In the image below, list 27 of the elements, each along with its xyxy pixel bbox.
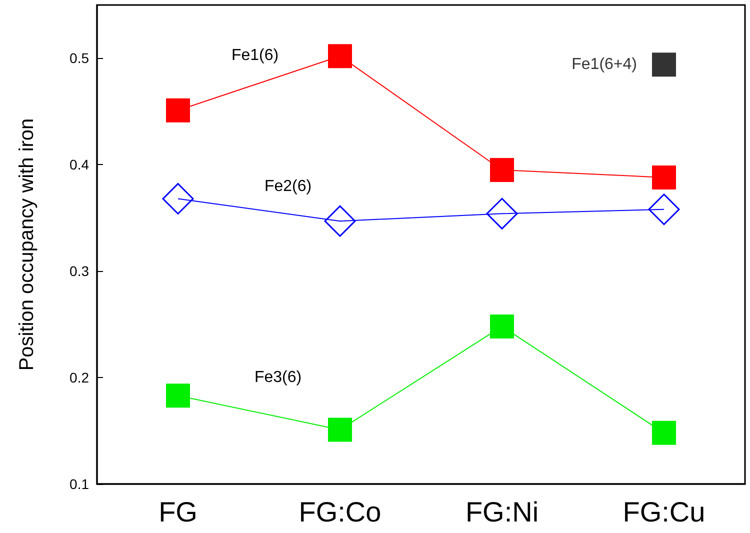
point <box>490 314 514 338</box>
series-label: Fe3(6) <box>254 369 302 386</box>
point <box>648 194 680 226</box>
y-tick-label: 0.4 <box>70 156 90 173</box>
point <box>166 98 190 122</box>
point <box>652 52 676 77</box>
x-tick-label: FG:Ni <box>465 496 539 528</box>
series-label: Fe1(6+4) <box>572 56 637 74</box>
point <box>328 418 352 442</box>
y-tick-label: 0.5 <box>70 50 90 66</box>
y-tick-label: 0.3 <box>70 263 90 280</box>
point <box>166 384 190 408</box>
x-tick-label: FG:Cu <box>622 496 706 528</box>
series-label: Fe1(6) <box>231 46 279 64</box>
y-axis-title: Position occupancy with iron <box>16 118 38 371</box>
point <box>328 44 352 68</box>
x-tick-label: FG:Co <box>298 496 382 528</box>
point <box>324 205 356 237</box>
point <box>486 198 518 230</box>
point <box>162 182 194 214</box>
point <box>652 165 676 190</box>
y-tick-label: 0.1 <box>70 476 90 492</box>
y-tick-label: 0.2 <box>70 370 90 386</box>
point <box>652 420 676 445</box>
point <box>490 158 514 182</box>
x-tick-label: FG <box>158 496 198 528</box>
series-label: Fe2(6) <box>264 178 312 196</box>
